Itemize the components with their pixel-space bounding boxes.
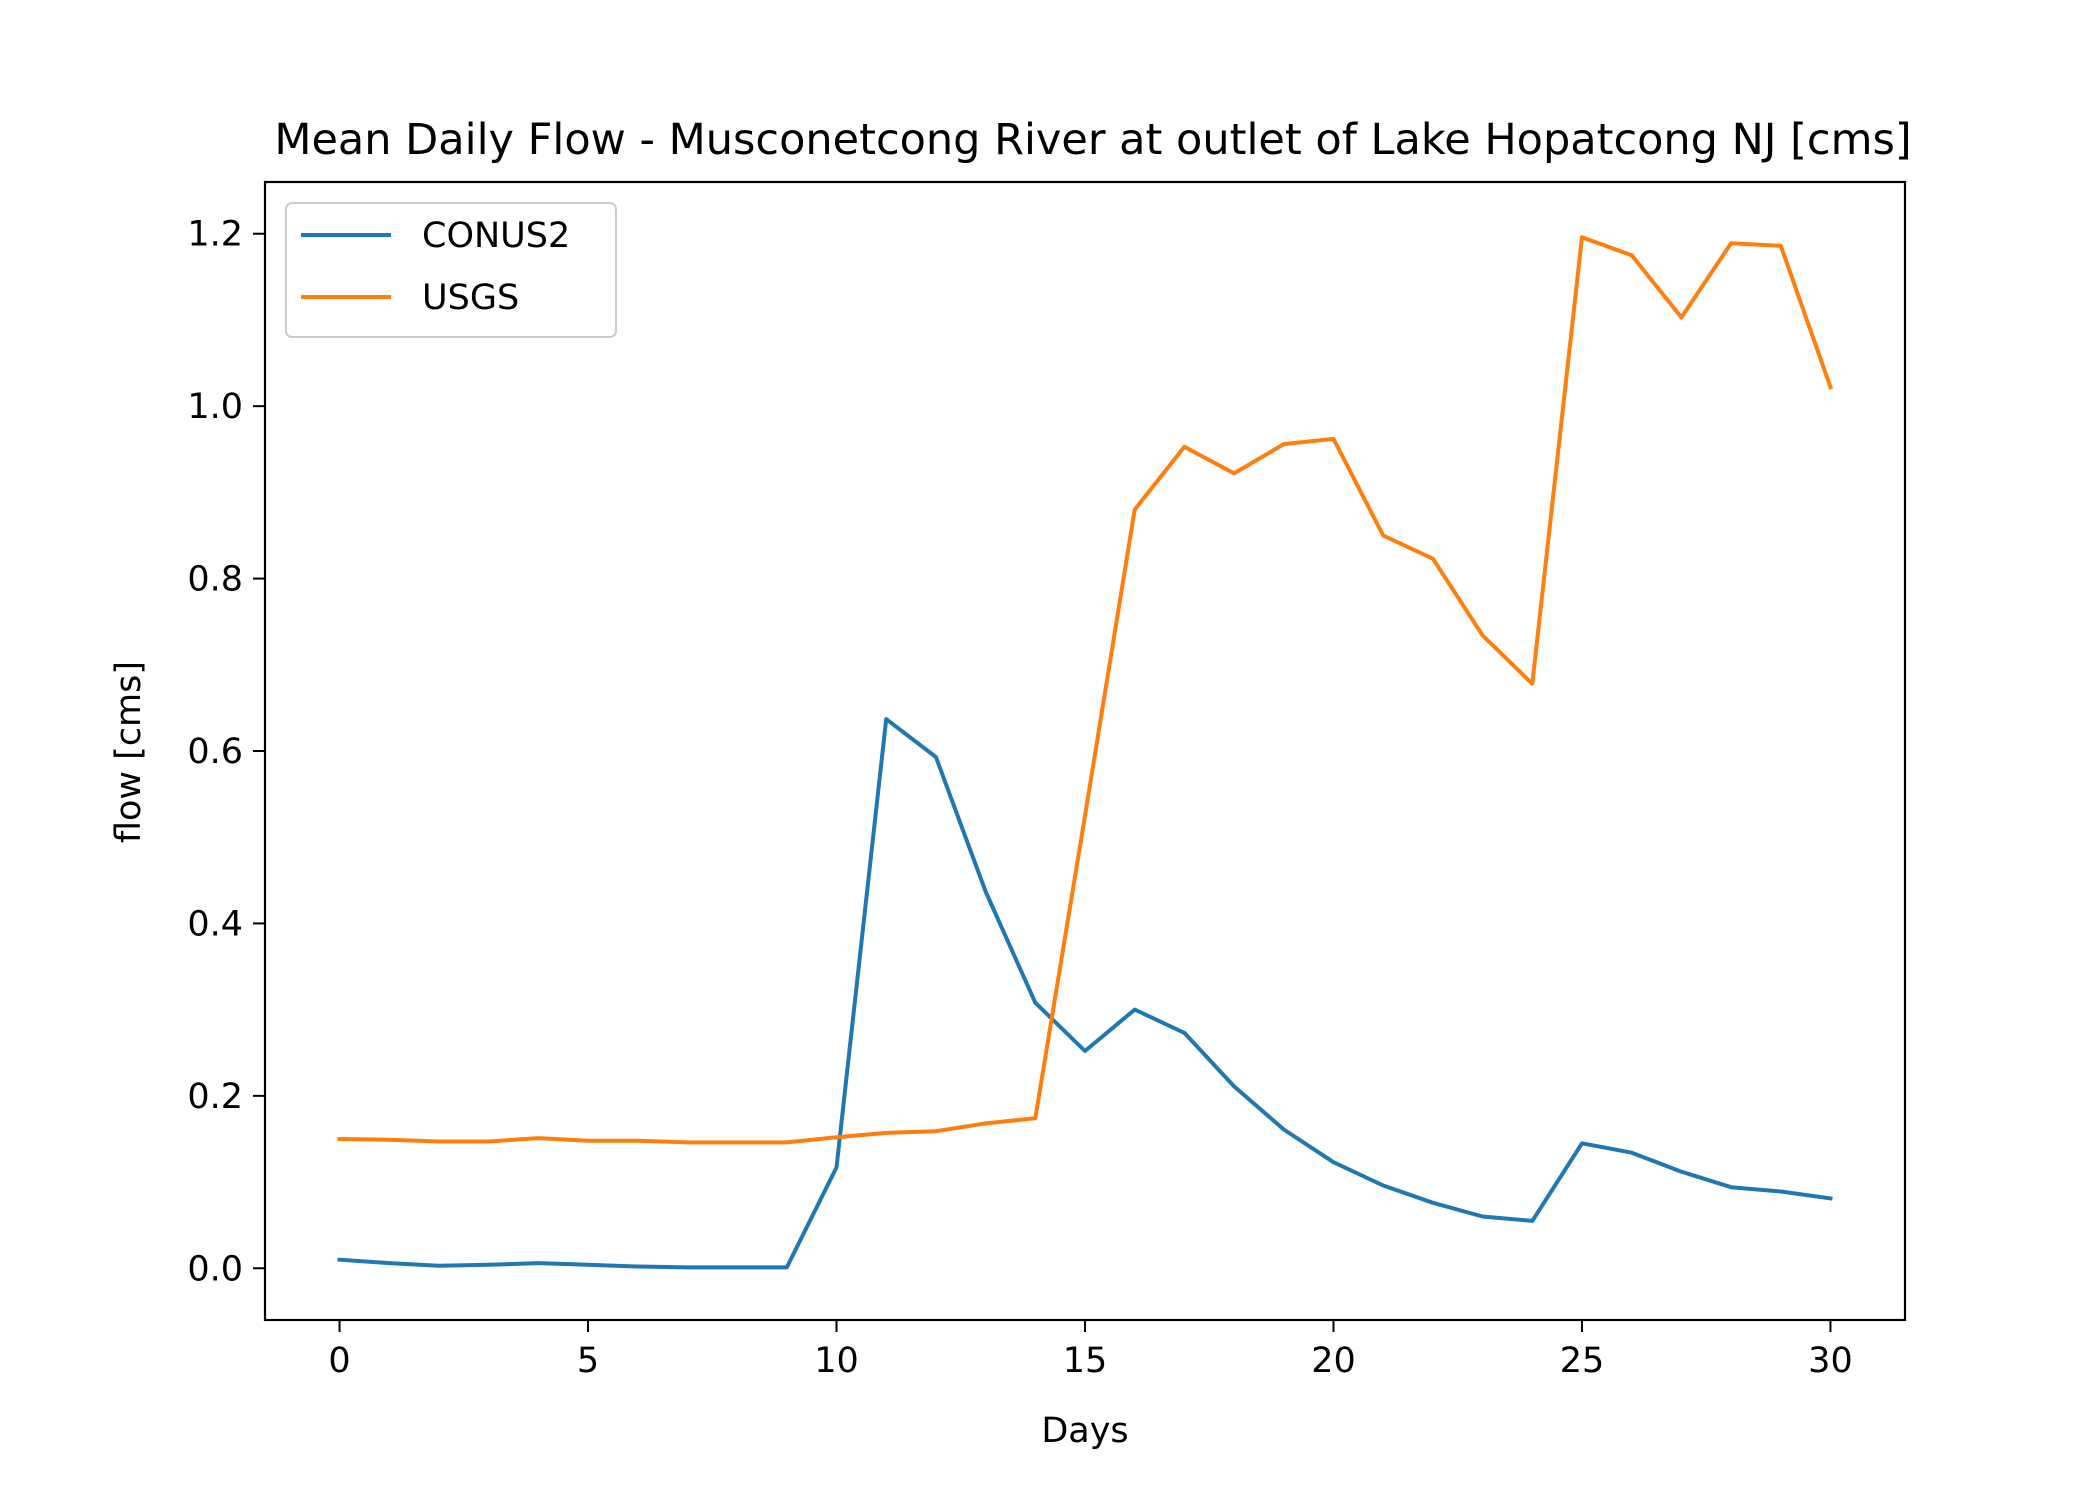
legend-label-conus2: CONUS2 (422, 216, 570, 256)
x-axis-label: Days (1041, 1411, 1128, 1451)
y-axis-label: flow [cms] (109, 661, 149, 843)
y-tick-label: 0.6 (187, 732, 243, 772)
chart-title: Mean Daily Flow - Musconetcong River at … (274, 115, 1911, 165)
y-tick-label: 1.2 (187, 215, 243, 255)
y-tick-label: 0.0 (187, 1249, 243, 1289)
series-line-usgs (337, 235, 1834, 1145)
y-tick-label: 0.4 (187, 904, 243, 944)
x-tick-label: 0 (328, 1341, 350, 1381)
series-line-conus2 (337, 717, 1833, 1270)
x-tick-label: 25 (1560, 1341, 1605, 1381)
legend-label-usgs: USGS (422, 278, 519, 318)
y-axis-ticks: 0.0 0.2 0.4 0.6 0.8 1.0 1.2 (187, 215, 265, 1289)
x-tick-label: 15 (1063, 1341, 1108, 1381)
x-axis-ticks: 0 5 10 15 20 25 30 (328, 1320, 1853, 1381)
series-layer (337, 235, 1834, 1270)
x-tick-label: 10 (814, 1341, 859, 1381)
x-tick-label: 5 (577, 1341, 599, 1381)
y-tick-label: 1.0 (187, 387, 243, 427)
legend: CONUS2 USGS (285, 202, 617, 338)
y-tick-label: 0.2 (187, 1077, 243, 1117)
x-tick-label: 20 (1311, 1341, 1356, 1381)
y-tick-label: 0.8 (187, 560, 243, 600)
x-tick-label: 30 (1808, 1341, 1853, 1381)
